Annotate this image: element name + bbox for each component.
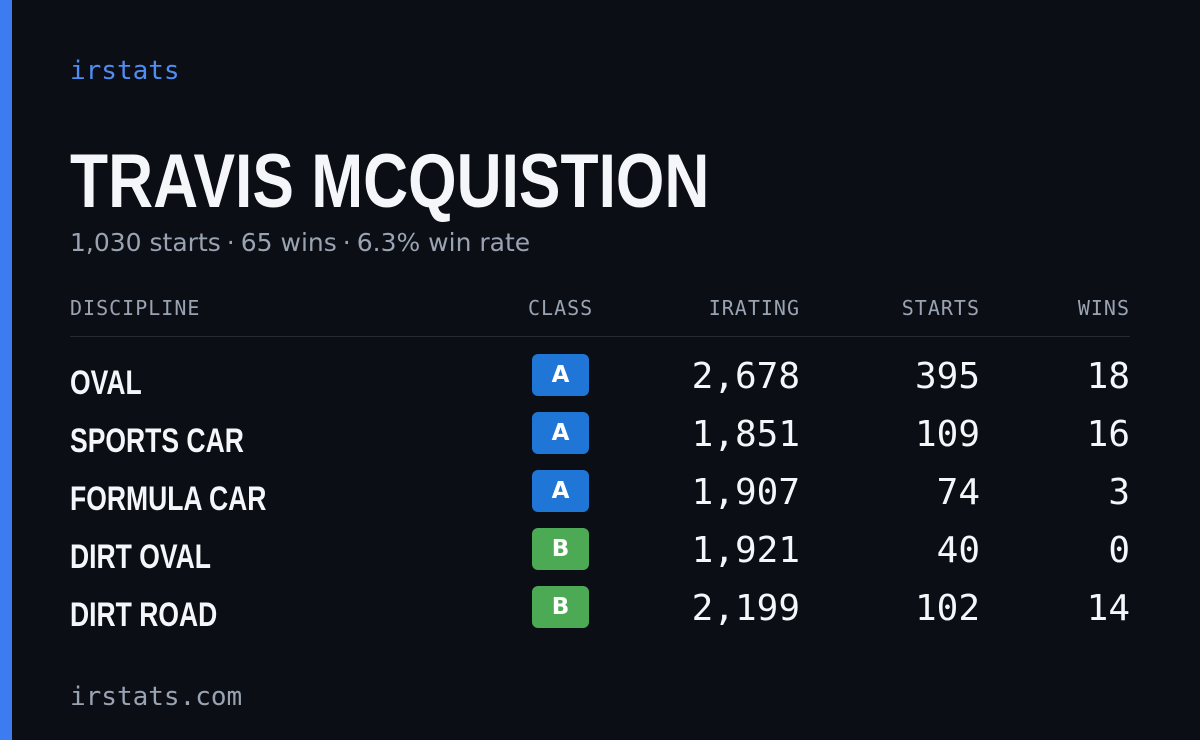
starts-summary: 1,030 starts [70,228,221,257]
starts-value: 74 [936,472,980,513]
irating-value: 1,907 [691,472,800,513]
class-badge: A [532,354,589,396]
table-row: SPORTS CAR A 1,851 109 16 [70,412,1130,470]
table-row: FORMULA CAR A 1,907 74 3 [70,470,1130,528]
table-row: OVAL A 2,678 395 18 [70,354,1130,412]
separator: · [226,228,235,257]
wins-value: 16 [1086,414,1130,455]
irating-value: 1,851 [691,414,800,455]
header-starts: STARTS [901,296,980,320]
footer-url: irstats.com [70,682,243,712]
class-badge: A [532,412,589,454]
irating-value: 1,921 [691,530,800,571]
header-discipline: DISCIPLINE [70,296,201,320]
irating-value: 2,678 [691,356,800,397]
wins-value: 18 [1086,356,1130,397]
discipline-name: DIRT ROAD [70,596,218,634]
brand-logo-text: irstats [70,56,180,86]
class-badge: A [532,470,589,512]
separator: · [342,228,351,257]
table-row: DIRT OVAL B 1,921 40 0 [70,528,1130,586]
accent-bar [0,0,12,740]
win-rate-summary: 6.3% win rate [356,228,531,257]
class-badge: B [532,586,589,628]
irating-value: 2,199 [691,588,800,629]
discipline-name: DIRT OVAL [70,538,211,576]
starts-value: 395 [914,356,980,397]
wins-summary: 65 wins [240,228,337,257]
header-divider [70,336,1130,337]
table-row: DIRT ROAD B 2,199 102 14 [70,586,1130,644]
starts-value: 40 [936,530,980,571]
header-class: CLASS [528,296,594,320]
class-badge: B [532,528,589,570]
discipline-name: SPORTS CAR [70,422,244,460]
driver-name: TRAVIS MCQUISTION [70,139,710,224]
starts-value: 102 [914,588,980,629]
wins-value: 0 [1108,530,1130,571]
driver-summary: 1,030 starts · 65 wins · 6.3% win rate [70,228,530,257]
wins-value: 14 [1086,588,1130,629]
starts-value: 109 [914,414,980,455]
header-wins: WINS [1077,296,1130,320]
header-irating: IRATING [708,296,800,320]
discipline-name: OVAL [70,364,142,402]
wins-value: 3 [1108,472,1130,513]
discipline-name: FORMULA CAR [70,480,267,518]
